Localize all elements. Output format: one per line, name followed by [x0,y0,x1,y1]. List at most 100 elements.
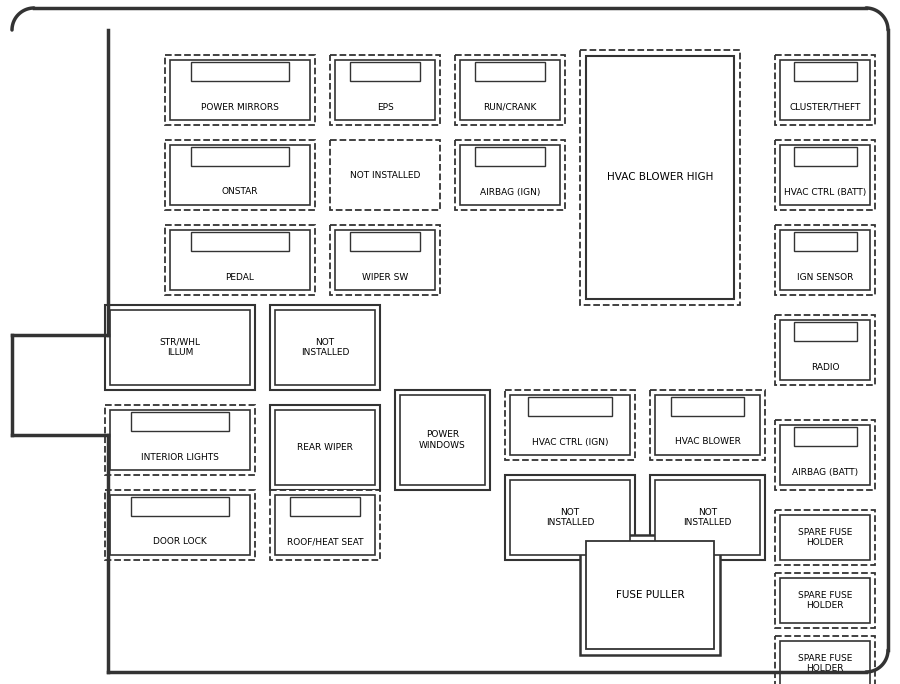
Bar [330,140,440,210]
Bar [775,573,875,628]
Bar [191,62,289,81]
Bar [191,147,289,166]
Text: NOT INSTALLED: NOT INSTALLED [350,170,420,179]
Text: PEDAL: PEDAL [226,272,255,282]
Bar [650,390,765,460]
Bar [580,50,740,305]
Bar [395,390,490,490]
Text: DOOR LOCK: DOOR LOCK [153,538,207,547]
Bar [775,510,875,565]
Bar [131,412,229,431]
Bar [270,490,380,560]
Bar [505,475,635,560]
Bar [505,390,635,460]
Bar [655,395,760,455]
Bar [586,56,734,299]
Text: NOT
INSTALLED: NOT INSTALLED [683,508,732,527]
Bar [330,55,440,125]
Text: SPARE FUSE
HOLDER: SPARE FUSE HOLDER [797,654,852,673]
Bar [455,55,565,125]
Bar [165,225,315,295]
Text: INTERIOR LIGHTS: INTERIOR LIGHTS [141,453,219,462]
Text: REAR WIPER: REAR WIPER [297,443,353,452]
Text: HVAC BLOWER: HVAC BLOWER [675,438,741,447]
Bar [330,225,440,295]
Bar [780,230,870,290]
Bar [775,315,875,385]
Text: POWER
WINDOWS: POWER WINDOWS [419,430,466,449]
Text: ONSTAR: ONSTAR [221,187,258,196]
Bar [105,490,255,560]
Bar [170,230,310,290]
Bar [105,405,255,475]
Bar [780,425,870,485]
Text: RADIO: RADIO [811,363,839,371]
Bar [475,62,545,81]
Bar [170,60,310,120]
Bar [290,497,360,516]
Bar [191,232,289,251]
Bar [780,145,870,205]
Bar [105,305,255,390]
Bar [110,310,250,385]
Bar [275,410,375,485]
Bar [335,60,435,120]
Bar [780,641,870,684]
Bar [110,410,250,470]
Bar [780,320,870,380]
Bar [775,636,875,684]
Text: HVAC CTRL (BATT): HVAC CTRL (BATT) [784,187,866,196]
Bar [670,397,744,416]
Bar [335,230,435,290]
Bar [528,397,612,416]
Bar [775,55,875,125]
Bar [780,60,870,120]
Bar [510,395,630,455]
Text: WIPER SW: WIPER SW [362,272,408,282]
Text: NOT
INSTALLED: NOT INSTALLED [545,508,594,527]
Bar [780,515,870,560]
Text: IGN SENSOR: IGN SENSOR [796,272,853,282]
Text: SPARE FUSE
HOLDER: SPARE FUSE HOLDER [797,591,852,610]
Text: AIRBAG (BATT): AIRBAG (BATT) [792,467,858,477]
Bar [270,405,380,490]
Bar [165,140,315,210]
Text: ROOF/HEAT SEAT: ROOF/HEAT SEAT [287,538,364,547]
Text: STR/WHL
ILLUM: STR/WHL ILLUM [159,338,201,357]
Bar [586,541,714,649]
Bar [455,140,565,210]
Bar [775,420,875,490]
Text: CLUSTER/THEFT: CLUSTER/THEFT [789,103,860,111]
Bar [400,395,485,485]
Text: EPS: EPS [376,103,393,111]
Bar [655,480,760,555]
Bar [275,310,375,385]
Bar [460,145,560,205]
Text: POWER MIRRORS: POWER MIRRORS [201,103,279,111]
Bar [165,55,315,125]
Bar [475,147,545,166]
Bar [580,535,720,655]
Bar [270,305,380,390]
Text: SPARE FUSE
HOLDER: SPARE FUSE HOLDER [797,528,852,547]
Bar [170,145,310,205]
Text: HVAC BLOWER HIGH: HVAC BLOWER HIGH [607,172,713,183]
Bar [275,495,375,555]
Bar [794,62,857,81]
Bar [350,232,420,251]
Bar [775,140,875,210]
Bar [794,232,857,251]
Bar [460,60,560,120]
Bar [780,578,870,623]
Bar [110,495,250,555]
Text: RUN/CRANK: RUN/CRANK [483,103,536,111]
Bar [794,322,857,341]
Bar [131,497,229,516]
Bar [794,147,857,166]
Bar [794,427,857,446]
Bar [350,62,420,81]
Bar [650,475,765,560]
Text: HVAC CTRL (IGN): HVAC CTRL (IGN) [532,438,608,447]
Text: FUSE PULLER: FUSE PULLER [616,590,684,600]
Bar [775,225,875,295]
